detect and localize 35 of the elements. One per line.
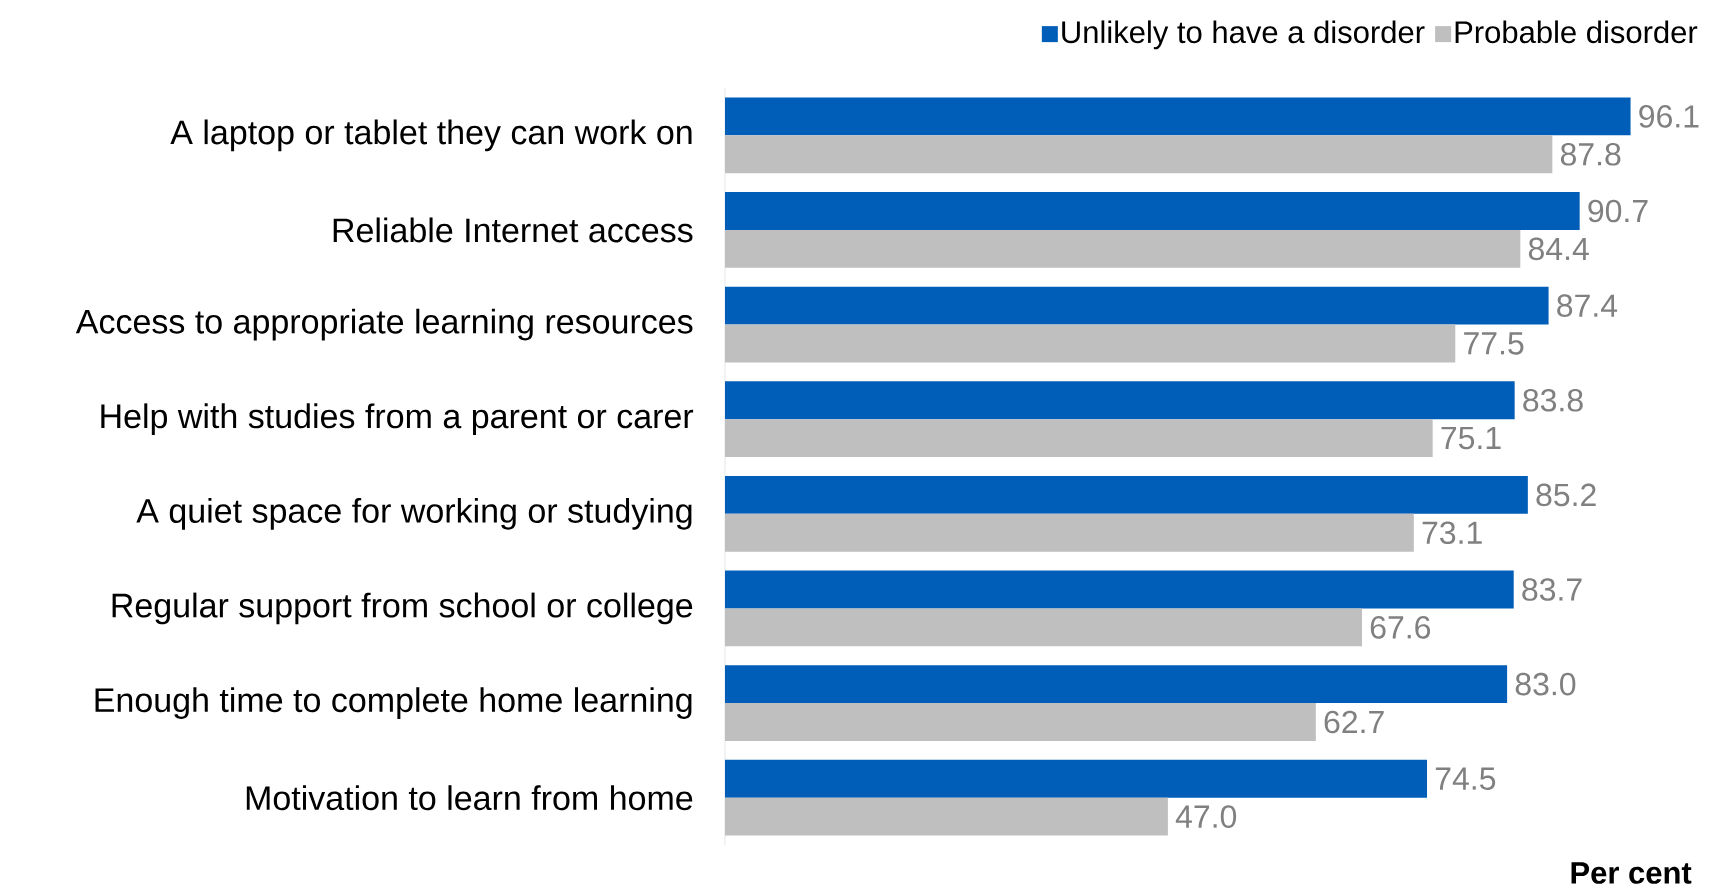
legend-label: Unlikely to have a disorder [1062,20,1425,50]
bar [724,97,1631,136]
data-label: 73.1 [1422,521,1482,545]
bar [724,570,1514,609]
y-tick-label: Regular support from school or college [112,592,693,625]
y-tick-label: Motivation to learn from home [246,785,693,811]
y-tick-label: Reliable Internet access [333,217,693,243]
data-label: 83.7 [1522,578,1582,601]
y-tick-label: Enough time to complete home learning [95,687,692,719]
data-label: 83.0 [1515,672,1576,696]
data-label: 96.1 [1639,105,1699,128]
data-label: 87.8 [1560,142,1621,166]
x-axis-title: Per cent [1571,862,1692,884]
bar [724,286,1549,325]
bar [724,192,1580,230]
y-tick-label: Access to appropriate learning resources [75,308,693,341]
data-label: 90.7 [1588,199,1648,223]
data-label: 75.1 [1441,426,1501,450]
data-label: 85.2 [1536,483,1596,507]
bar [724,759,1428,798]
y-tick-label: A quiet space for working or studying [136,497,692,530]
data-label: 84.4 [1528,237,1589,261]
legend-label: Probable disorder [1455,20,1698,44]
data-label: 62.7 [1324,710,1384,734]
bar [724,381,1515,420]
data-label: 83.8 [1523,388,1583,412]
y-tick-label: A laptop or tablet they can work on [170,119,692,152]
bar [724,475,1528,514]
data-label: 47.0 [1175,805,1237,828]
bar [724,665,1508,704]
data-label: 87.4 [1557,294,1618,317]
data-label: 74.5 [1435,767,1496,790]
y-tick-label: Help with studies from a parent or carer [101,403,694,436]
data-label: 77.5 [1464,332,1524,355]
data-label: 67.6 [1370,616,1431,639]
